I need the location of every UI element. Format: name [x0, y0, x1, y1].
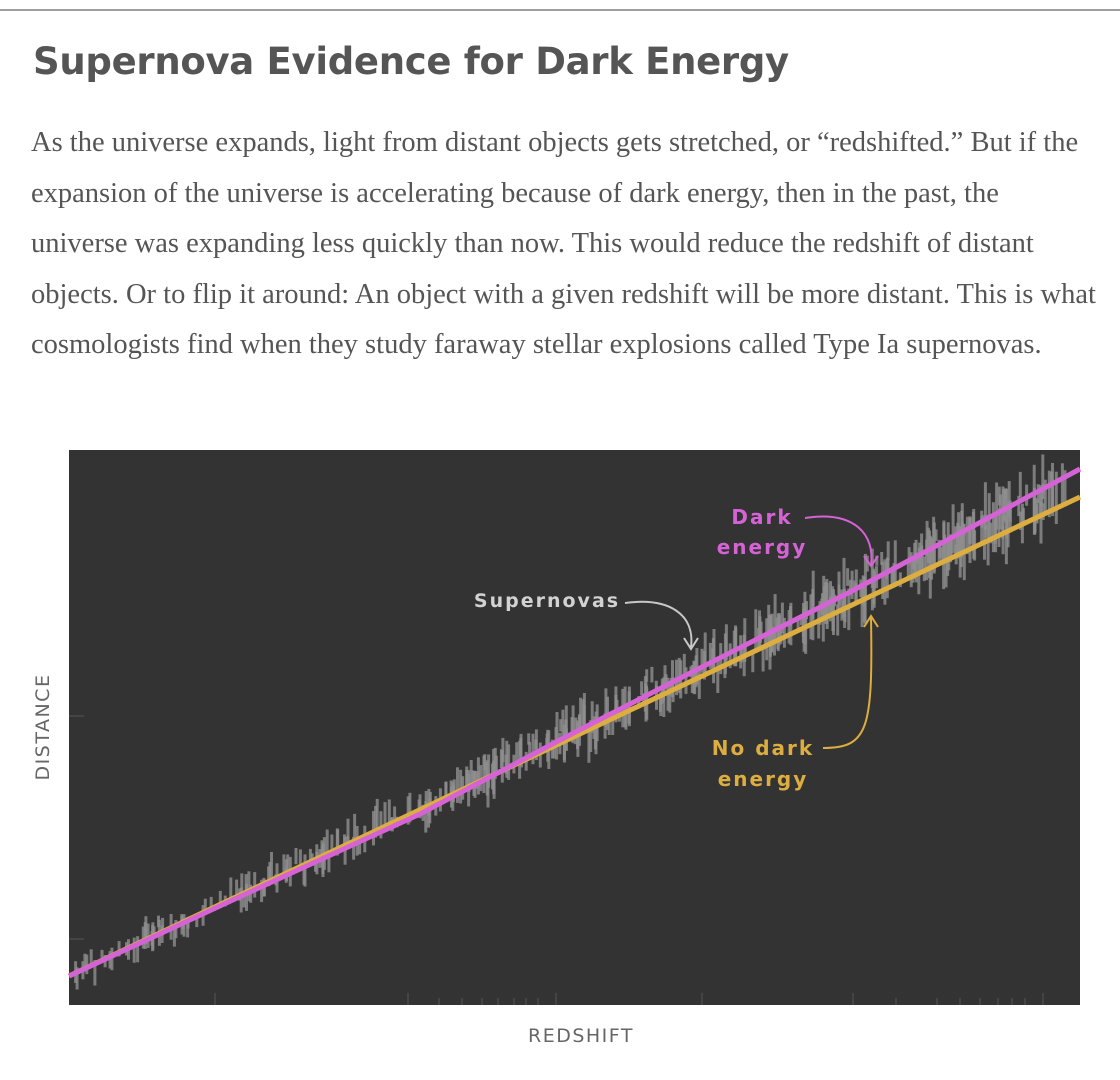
annotation-no-dark-energy: No dark energy [712, 614, 879, 791]
article-paragraph: As the universe expands, light from dist… [31, 127, 1096, 360]
supernovas-arrowhead [683, 637, 699, 651]
no-dark-energy-arrow [822, 617, 873, 749]
annotation-dark-energy-line2: energy [717, 535, 808, 559]
top-divider [0, 9, 1120, 11]
supernova-chart: Dark energy Supernovas No dark energy RE… [32, 450, 1082, 1047]
annotation-supernovas-label: Supernovas [474, 590, 620, 612]
article-title: Supernova Evidence for Dark Energy [33, 40, 789, 83]
y-axis-ticks [69, 715, 84, 940]
annotation-dark-energy: Dark energy [717, 505, 879, 568]
annotation-no-dark-energy-line1: No dark [712, 736, 814, 760]
no-dark-energy-arrowhead [863, 614, 879, 628]
x-axis-ticks [214, 993, 1044, 1005]
dark-energy-line [67, 466, 1082, 979]
annotation-no-dark-energy-line2: energy [718, 767, 809, 791]
dark-energy-arrow [804, 515, 873, 566]
annotation-dark-energy-line1: Dark [731, 505, 792, 529]
x-axis-label: REDSHIFT [528, 1025, 634, 1047]
annotation-supernovas: Supernovas [474, 590, 699, 651]
supernovas-arrow [624, 600, 693, 648]
dark-energy-arrowhead [863, 555, 879, 568]
y-axis-label: DISTANCE [32, 674, 54, 781]
